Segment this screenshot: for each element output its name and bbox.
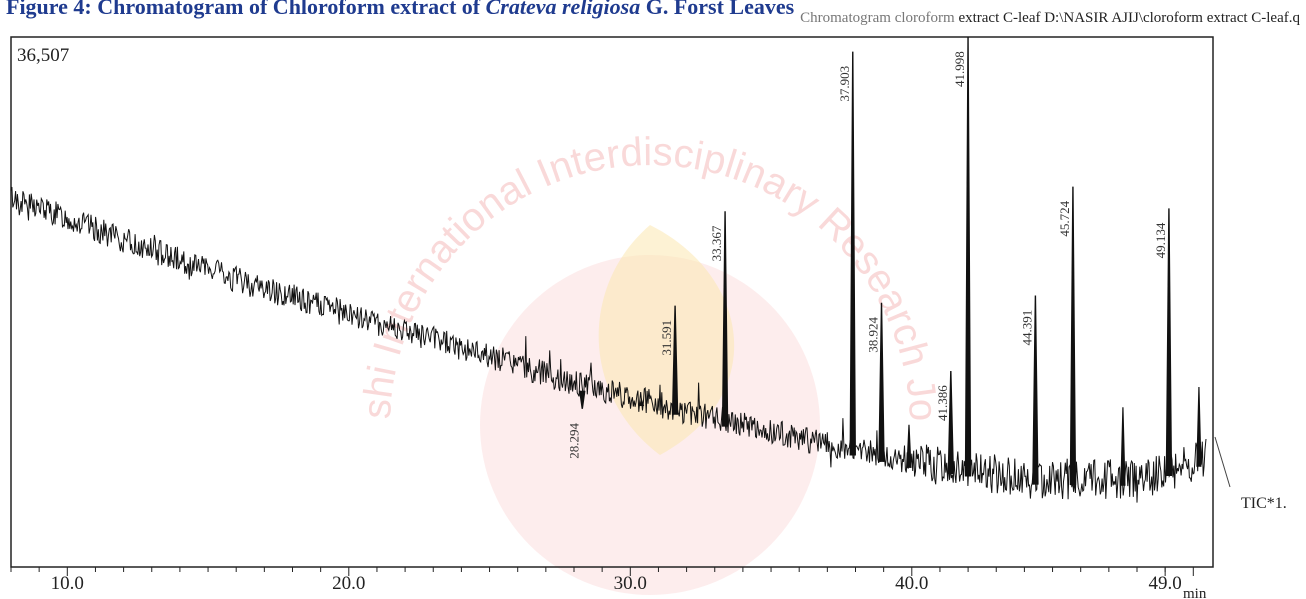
peak-label-31.591: 31.591 [659, 320, 674, 356]
peak-44.391 [1032, 295, 1039, 485]
minor-peak-4 [1196, 386, 1202, 467]
tic-label-leader [1214, 436, 1231, 488]
x-tick-label-20.0: 20.0 [332, 573, 365, 594]
x-tick-label-30.0: 30.0 [614, 573, 647, 594]
peak-49.134 [1165, 208, 1173, 477]
x-axis-label: min [1183, 586, 1207, 599]
x-tick-label-40.0: 40.0 [895, 573, 928, 594]
peak-label-41.386: 41.386 [935, 385, 950, 421]
plot-frame [10, 36, 1214, 568]
peak-label-49.134: 49.134 [1153, 222, 1168, 258]
tic-trace [10, 186, 1207, 503]
figure-title: Figure 4: Chromatogram of Chloroform ext… [6, 0, 794, 20]
figure-title-prefix: Figure 4: Chromatogram of Chloroform ext… [6, 0, 486, 19]
figure-title-species: Crateva religiosa [485, 0, 641, 19]
chromatogram-header-name: Chromatogram cloroform [800, 10, 959, 26]
chromatogram-header: Chromatogram cloroform extract C-leaf D:… [800, 10, 1300, 27]
peak-label-41.998: 41.998 [952, 51, 967, 87]
peak-41.386 [947, 370, 955, 475]
peak-label-28.294: 28.294 [566, 423, 581, 459]
x-axis-group: 10.0 20.0 30.0 40.0 49.0 [10, 567, 1194, 594]
x-tick-label-49.0: 49.0 [1149, 573, 1182, 594]
peak-labels-group: 28.294 31.591 33.367 37.903 38.924 41.386 41.9… [566, 51, 1168, 459]
peak-28.294 [579, 390, 586, 409]
trace-label: TIC*1. [1241, 495, 1287, 512]
peak-label-33.367: 33.367 [709, 225, 724, 261]
peak-38.924 [878, 302, 885, 462]
peak-label-38.924: 38.924 [866, 317, 881, 353]
peak-label-37.903: 37.903 [837, 66, 852, 102]
minor-peak-3 [1120, 407, 1126, 486]
x-tick-label-10.0: 10.0 [51, 573, 84, 594]
minor-peak-2 [906, 424, 912, 468]
trace-group [10, 186, 1207, 503]
peak-label-45.724: 45.724 [1057, 200, 1072, 236]
peaks-group [579, 36, 1202, 486]
y-max-label: 36,507 [17, 45, 69, 66]
peak-45.724 [1069, 186, 1077, 486]
peak-37.903 [849, 51, 856, 456]
peak-31.591 [671, 305, 679, 415]
chromatogram-header-path: extract C-leaf D:\NASIR AJIJ\cloroform e… [958, 10, 1300, 26]
figure-title-suffix: G. Forst Leaves [640, 0, 795, 19]
peak-label-44.391: 44.391 [1019, 310, 1034, 346]
peak-41.998 [964, 36, 972, 477]
peak-33.367 [721, 211, 729, 427]
minor-peak-1 [638, 398, 645, 407]
